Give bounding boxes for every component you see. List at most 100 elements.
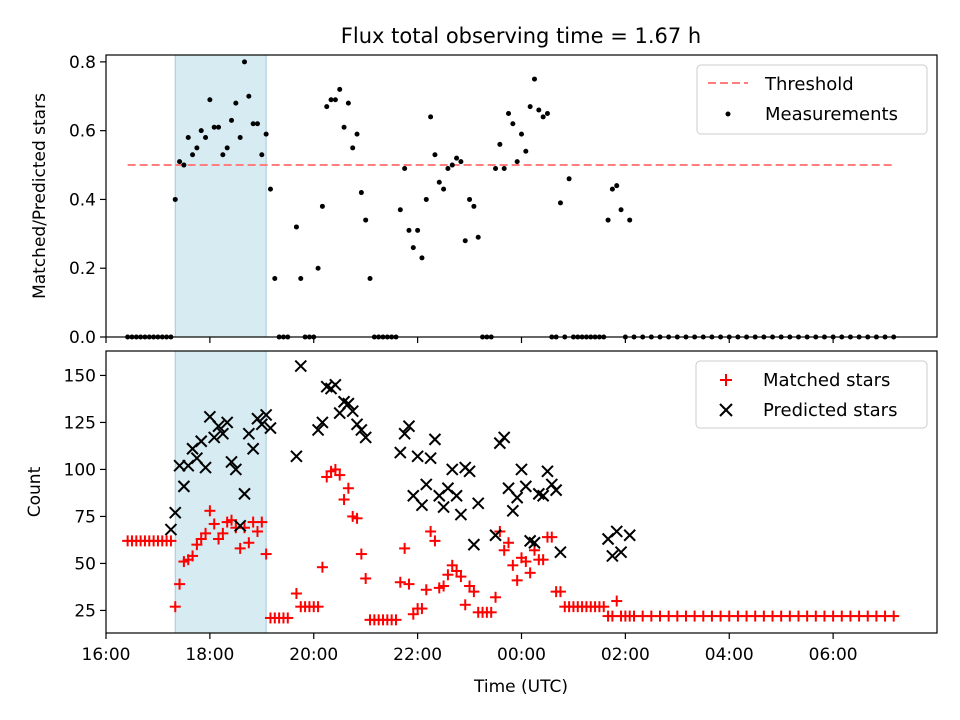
- matched-star-point: [290, 588, 302, 600]
- matched-star-point: [468, 586, 480, 598]
- predicted-star-point: [225, 455, 238, 469]
- measurement-point: [220, 152, 226, 158]
- measurement-point: [531, 76, 537, 82]
- predicted-star-point: [489, 529, 502, 542]
- measurement-point: [203, 135, 209, 141]
- matched-star-point: [312, 601, 324, 613]
- measurement-point: [544, 110, 550, 116]
- bottom-y-tick-label: 25: [74, 601, 96, 621]
- matched-star-point: [390, 614, 402, 626]
- matched-star-point: [546, 531, 558, 543]
- measurement-point: [267, 186, 273, 192]
- legend-predicted-swatch: [719, 403, 733, 417]
- x-axis-label: Time (UTC): [473, 677, 568, 697]
- matched-stars-series: [122, 463, 900, 626]
- matched-star-point: [165, 535, 177, 547]
- predicted-star-point: [411, 450, 424, 463]
- measurement-point: [605, 217, 611, 223]
- bottom-y-axis-label: Count: [25, 466, 45, 517]
- matched-star-point: [187, 550, 199, 562]
- measurement-point: [194, 145, 200, 151]
- measurement-point: [293, 224, 299, 230]
- top-legend-box: [696, 64, 928, 135]
- measurement-point: [367, 276, 373, 282]
- top-y-tick-label: 0.6: [69, 122, 96, 142]
- bottom-panel: 25 50 75 100 125 150 16:00 18:00 20:00 22:00 00:0…: [25, 350, 938, 697]
- matched-star-point: [507, 559, 519, 571]
- predicted-star-point: [216, 427, 230, 440]
- measurement-point: [337, 86, 343, 92]
- legend-predicted-label: Predicted stars: [763, 400, 897, 421]
- measurement-point: [341, 124, 347, 130]
- bottom-y-axis: 25 50 75 100 125 150: [64, 366, 106, 621]
- predicted-star-point: [255, 418, 269, 431]
- predicted-star-point: [510, 491, 524, 504]
- measurement-point: [419, 255, 425, 261]
- measurement-point: [501, 165, 507, 171]
- measurement-point: [358, 190, 364, 196]
- predicted-star-point: [472, 497, 485, 510]
- measurement-point: [618, 207, 624, 213]
- predicted-star-point: [199, 461, 212, 474]
- predicted-star-point: [606, 549, 619, 563]
- measurement-point: [432, 152, 438, 158]
- measurement-point: [181, 162, 187, 168]
- top-y-axis: 0.0 0.2 0.4 0.6 0.8: [69, 53, 106, 348]
- matched-star-point: [403, 578, 415, 590]
- measurement-point: [428, 114, 434, 120]
- x-tick-label: 20:00: [289, 645, 338, 665]
- matched-star-point: [208, 518, 220, 530]
- top-y-tick-label: 0.4: [69, 190, 96, 210]
- x-tick-label: 00:00: [497, 645, 546, 665]
- measurement-point: [458, 159, 464, 165]
- matched-star-point: [537, 554, 549, 566]
- measurement-point: [436, 179, 442, 185]
- matched-star-point: [888, 610, 900, 622]
- measurement-point: [272, 276, 278, 282]
- measurement-point: [609, 186, 615, 192]
- x-tick-label: 02:00: [601, 645, 650, 665]
- measurement-point: [190, 152, 196, 158]
- x-tick-label: 04:00: [705, 645, 754, 665]
- top-panel: 0.00.20.40.60.8 Matched/Predicted stars …: [30, 53, 938, 348]
- measurement-point: [475, 234, 481, 240]
- matched-star-point: [490, 591, 502, 603]
- top-legend: Threshold Measurements: [696, 64, 928, 135]
- predicted-star-point: [195, 435, 208, 448]
- measurement-point: [441, 186, 447, 192]
- predicted-star-point: [246, 442, 260, 455]
- measurement-point: [185, 135, 191, 141]
- predicted-star-point: [212, 419, 225, 433]
- measurement-point: [497, 141, 503, 147]
- matched-star-point: [425, 525, 437, 537]
- matched-star-point: [442, 569, 454, 581]
- matched-star-point: [217, 527, 229, 539]
- matched-star-point: [334, 469, 346, 481]
- matched-star-point: [256, 516, 268, 528]
- predicted-star-point: [398, 427, 411, 440]
- matched-star-point: [338, 494, 350, 506]
- matched-star-point: [416, 603, 428, 615]
- measurement-point: [519, 131, 524, 137]
- measurement-point: [614, 183, 620, 189]
- predicted-star-point: [346, 404, 359, 418]
- x-tick-label: 16:00: [82, 645, 131, 665]
- predicted-star-point: [424, 451, 437, 465]
- measurement-point: [467, 196, 473, 202]
- measurement-point: [242, 59, 247, 65]
- predicted-star-point: [536, 489, 550, 502]
- bottom-y-tick-label: 125: [64, 413, 96, 433]
- measurement-point: [315, 265, 321, 271]
- x-tick-label: 06:00: [809, 645, 858, 665]
- matched-star-point: [234, 542, 246, 554]
- measurement-point: [324, 104, 330, 110]
- measurement-point: [445, 165, 451, 171]
- predicted-star-point: [233, 519, 247, 533]
- predicted-star-point: [437, 500, 450, 514]
- matched-star-point: [455, 571, 467, 583]
- matched-star-point: [321, 471, 333, 483]
- matched-star-point: [524, 567, 536, 579]
- matched-star-point: [459, 599, 471, 611]
- matched-star-point: [611, 595, 623, 607]
- measurement-point: [233, 100, 239, 106]
